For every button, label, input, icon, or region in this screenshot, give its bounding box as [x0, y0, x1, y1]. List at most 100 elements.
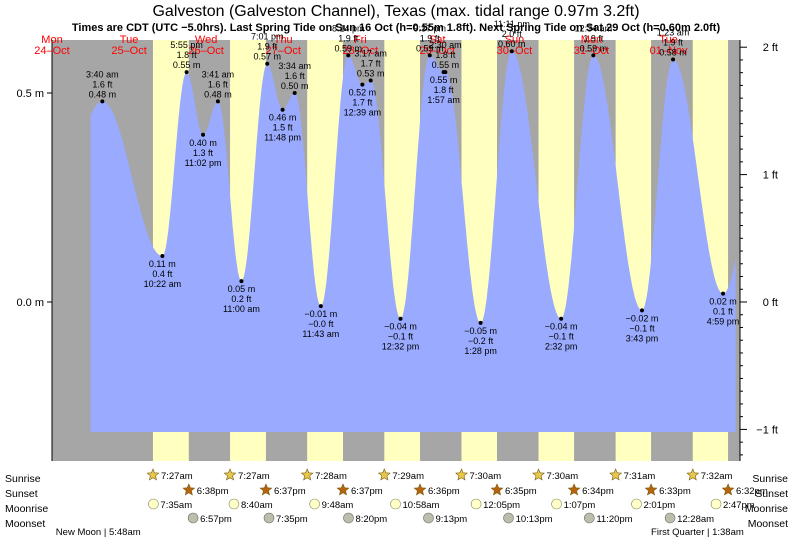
- row-label-right: Sunset: [755, 488, 788, 500]
- extreme-label-second: −0.1 ft: [388, 332, 414, 342]
- sunset-time: 6:36pm: [428, 486, 460, 497]
- tide-series-area: [90, 51, 736, 432]
- moonrise-icon: [390, 498, 401, 510]
- sunrise-time: 7:27am: [161, 471, 193, 482]
- right-tick-label: 1 ft: [763, 170, 778, 182]
- moonrise-time: 9:48am: [322, 500, 354, 511]
- extreme-label-third: 1:57 am: [427, 95, 460, 105]
- moonrise-time: 2:01pm: [643, 500, 675, 511]
- extreme-label-first: 3:40 am: [86, 69, 119, 79]
- day-weekday-label: Thu: [274, 34, 293, 46]
- row-label-left: Moonrise: [5, 503, 48, 515]
- day-weekday-label: Sun: [505, 34, 525, 46]
- extreme-label-second: −0.1 ft: [548, 332, 574, 342]
- moonset-time: 11:20pm: [596, 514, 632, 525]
- extreme-point: [215, 99, 220, 104]
- right-tick-label: 2 ft: [763, 42, 778, 54]
- sunset-icon: [721, 483, 735, 496]
- sunrise-icon: [146, 468, 160, 481]
- moonset-time: 12:28am: [677, 514, 714, 525]
- extreme-label-first: 9:37 pm: [414, 23, 447, 33]
- sunset-icon: [490, 483, 504, 496]
- extreme-label-first: −0.05 m: [464, 326, 497, 336]
- chart-title: Galveston (Galveston Channel), Texas (ma…: [152, 3, 639, 20]
- extreme-label-third: 0.55 m: [173, 60, 201, 70]
- extreme-label-second: 1.9 ft: [663, 38, 684, 48]
- extreme-label-second: 1.6 ft: [208, 79, 229, 89]
- extreme-label-first: 0.02 m: [709, 297, 737, 307]
- extreme-label-first: 3:17 am: [354, 48, 387, 58]
- extreme-label-second: 1.9 ft: [583, 33, 604, 43]
- moonrise-time: 7:35am: [160, 500, 192, 511]
- extreme-label-first: 0.55 m: [430, 75, 458, 85]
- row-label-right: Moonset: [748, 518, 788, 530]
- extreme-label-third: 4:59 pm: [707, 317, 740, 327]
- extreme-point: [265, 61, 270, 66]
- day-weekday-label: Tue: [659, 34, 678, 46]
- moonrise-icon: [228, 498, 240, 510]
- extreme-label-third: 0.59 m: [580, 43, 608, 53]
- day-date-label: 01–Nov: [650, 45, 688, 57]
- moonrise-icon: [710, 498, 722, 510]
- extreme-point: [721, 291, 726, 296]
- sunrise-time: 7:32am: [701, 471, 733, 482]
- extreme-label-second: 1.7 ft: [352, 98, 373, 108]
- extreme-label-first: 0.11 m: [149, 259, 176, 269]
- tide-area: [90, 51, 736, 432]
- sunset-icon: [259, 483, 273, 496]
- sunrise-time: 7:29am: [392, 471, 424, 482]
- extreme-label-second: −0.0 ft: [308, 319, 334, 329]
- extreme-point: [318, 304, 323, 309]
- extreme-label-third: 11:48 pm: [264, 133, 301, 143]
- extreme-label-third: 11:43 am: [302, 329, 339, 339]
- extreme-label-third: 1:28 pm: [464, 346, 497, 356]
- extreme-label-third: 0.59 m: [416, 43, 444, 53]
- sunrise-icon: [223, 468, 237, 481]
- extreme-label-second: 1.6 ft: [92, 79, 113, 89]
- extreme-label-second: 1.8 ft: [434, 85, 455, 95]
- sunrise-time: 7:30am: [547, 471, 579, 482]
- extreme-label-third: 0.59 m: [334, 43, 362, 53]
- moonrise-time: 1:07pm: [564, 500, 596, 511]
- sunset-time: 6:35pm: [505, 486, 537, 497]
- left-tick-label: 0.0 m: [16, 297, 44, 309]
- extreme-label-first: 0.05 m: [228, 284, 256, 294]
- extreme-label-second: −0.2 ft: [468, 336, 494, 346]
- extreme-label-second: 1.9 ft: [338, 33, 359, 43]
- axes: 0.5 m 0.0 m 2 ft 1 ft 0 ft −1 ft: [16, 40, 778, 461]
- row-label-right: Moonrise: [745, 503, 788, 515]
- extreme-label-first: 2:30 am: [429, 40, 462, 50]
- sunrise-time: 7:28am: [315, 471, 347, 482]
- extreme-label-third: 12:32 pm: [382, 342, 420, 352]
- extreme-point: [591, 53, 596, 58]
- extreme-label-second: 1.6 ft: [285, 71, 306, 81]
- moonrise-time: 2:47pm: [723, 500, 755, 511]
- moon-phase-label: First Quarter | 1:38am: [651, 527, 744, 538]
- extreme-label-second: −0.1 ft: [629, 323, 655, 333]
- sunset-time: 6:33pm: [659, 486, 691, 497]
- extreme-point: [509, 49, 514, 54]
- day-date-label: 24–Oct: [34, 45, 69, 57]
- sunset-time: 6:32pm: [736, 486, 768, 497]
- extreme-label-third: 12:39 am: [344, 108, 382, 118]
- sunset-time: 6:37pm: [351, 486, 383, 497]
- extreme-label-second: 0.1 ft: [713, 307, 734, 317]
- extreme-label-first: 7:01 pm: [251, 32, 284, 42]
- sunrise-icon: [455, 468, 468, 481]
- extreme-label-first: 0.40 m: [189, 138, 217, 148]
- extreme-label-second: 2.0 ft: [502, 29, 523, 39]
- moonset-icon: [664, 512, 676, 524]
- extreme-label-first: 3:41 am: [202, 69, 235, 79]
- moonset-time: 10:13pm: [516, 514, 553, 525]
- day-weekday-label: Mon: [41, 34, 62, 46]
- extreme-label-third: 0.55 m: [432, 60, 460, 70]
- moonset-icon: [503, 512, 514, 524]
- sunrise-time: 7:31am: [624, 471, 656, 482]
- day-date-label: 28–Oct: [343, 45, 378, 57]
- extreme-label-first: −0.04 m: [545, 322, 578, 332]
- moonrise-icon: [470, 498, 482, 510]
- extreme-label-third: 11:00 am: [223, 304, 260, 314]
- extreme-label-third: 0.58 m: [659, 48, 687, 58]
